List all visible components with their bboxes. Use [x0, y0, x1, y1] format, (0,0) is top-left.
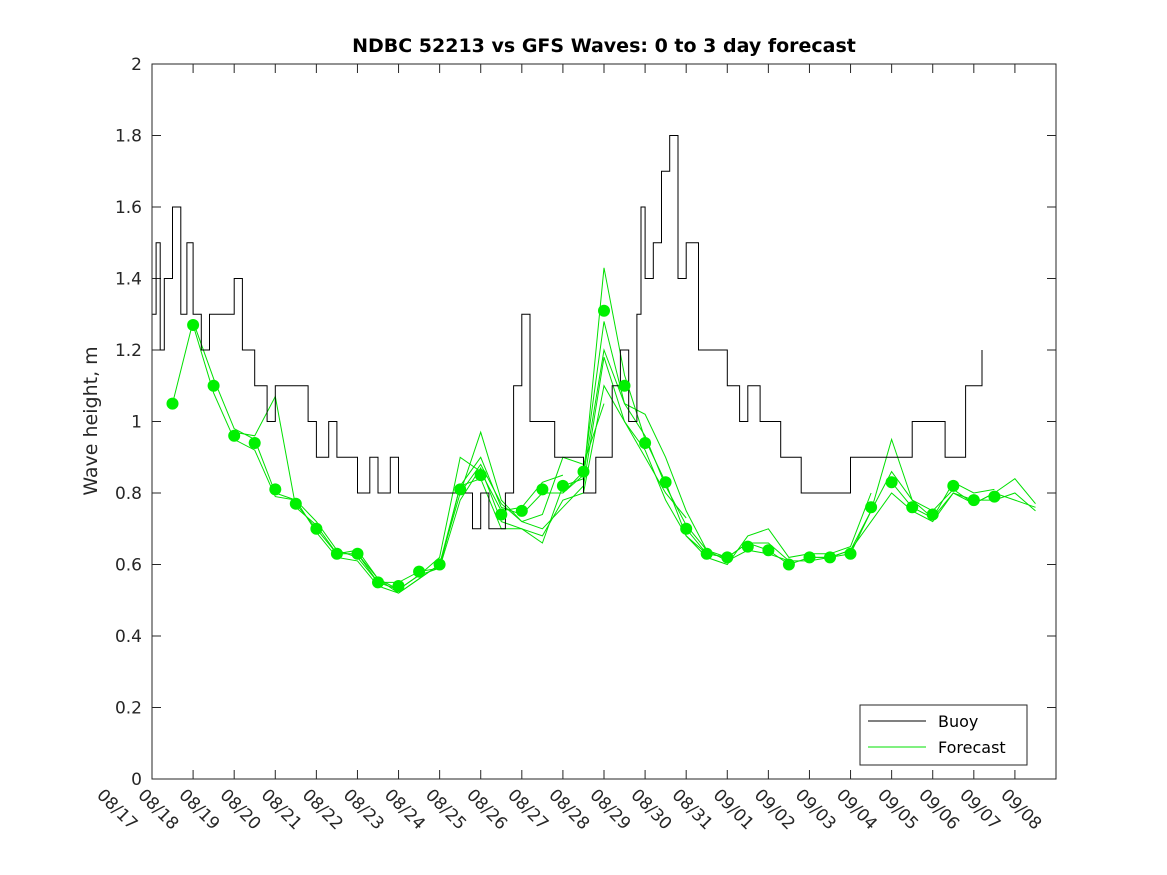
forecast-marker — [248, 437, 261, 449]
forecast-marker — [865, 501, 878, 514]
forecast-marker — [187, 319, 200, 331]
buoy-line-group — [152, 135, 983, 530]
y-tick-label: 1.6 — [115, 198, 142, 218]
buoy-line — [152, 135, 983, 530]
forecast-line-run-6 — [459, 357, 872, 566]
forecast-marker — [207, 379, 220, 392]
forecast-marker — [926, 508, 939, 521]
legend-buoy-label: Buoy — [938, 712, 978, 731]
forecast-marker — [536, 483, 549, 496]
legend-box — [859, 704, 1028, 766]
forecast-marker — [844, 547, 857, 560]
forecast-marker — [967, 494, 980, 507]
forecast-marker — [454, 483, 467, 496]
forecast-marker — [166, 397, 179, 410]
y-tick-label: 1.2 — [115, 341, 142, 361]
forecast-marker — [228, 429, 241, 442]
forecast-marker — [392, 580, 405, 592]
forecast-marker — [556, 479, 569, 492]
forecast-marker — [885, 476, 898, 489]
forecast-marker — [700, 547, 713, 560]
forecast-line-run-5 — [357, 321, 790, 594]
forecast-marker — [824, 551, 836, 564]
y-tick-label: 1.8 — [115, 127, 142, 147]
y-tick-label: 0.8 — [115, 484, 142, 504]
forecast-marker — [988, 490, 1001, 503]
y-tick-label: 0.4 — [115, 627, 142, 647]
axis-ticks — [151, 63, 1057, 780]
forecast-line-run-3 — [234, 384, 687, 583]
forecast-marker — [741, 540, 754, 553]
legend-forecast-label: Forecast — [938, 738, 1006, 757]
forecast-marker — [598, 304, 610, 317]
forecast-marker — [495, 508, 508, 521]
forecast-marker — [413, 565, 426, 578]
y-axis-label: Wave height, m — [80, 346, 102, 495]
forecast-marker — [659, 476, 672, 489]
forecast-marker — [577, 465, 590, 478]
forecast-marker — [372, 576, 384, 589]
forecast-marker — [474, 469, 487, 482]
axes-box — [151, 63, 1057, 780]
forecast-marker — [618, 379, 631, 392]
forecast-markers — [166, 304, 1001, 592]
forecast-marker — [721, 551, 734, 564]
plot-area — [152, 64, 1056, 779]
y-tick-label: 0.6 — [115, 556, 142, 576]
forecast-marker — [803, 551, 816, 564]
forecast-marker — [680, 522, 693, 535]
forecast-marker — [906, 501, 919, 514]
forecast-line-run-1 — [172, 319, 564, 591]
forecast-marker — [269, 483, 282, 496]
y-tick-label: 0.2 — [115, 699, 142, 719]
forecast-marker — [310, 522, 323, 535]
y-tick-label: 1.4 — [115, 270, 142, 290]
forecast-marker — [289, 497, 302, 510]
y-tick-label: 0 — [131, 770, 142, 790]
y-tick-label: 1 — [131, 413, 142, 433]
forecast-marker — [433, 558, 446, 571]
forecast-marker — [782, 558, 795, 571]
forecast-marker — [351, 547, 364, 560]
y-tick-label: 2 — [131, 55, 142, 75]
y-tick-labels: 0 0.2 0.4 0.6 0.8 1 1.2 1.4 1.6 1.8 2 — [115, 55, 142, 790]
forecast-marker — [515, 504, 528, 517]
legend: Buoy Forecast — [859, 704, 1028, 766]
forecast-marker — [947, 479, 960, 492]
forecast-marker — [762, 544, 775, 557]
forecast-marker — [639, 437, 652, 449]
chart-title: NDBC 52213 vs GFS Waves: 0 to 3 day fore… — [352, 35, 856, 57]
forecast-marker — [330, 547, 343, 560]
